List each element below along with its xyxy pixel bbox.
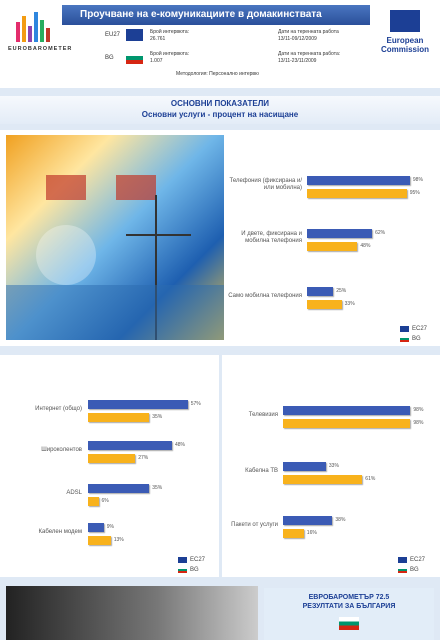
category-label: Интернет (общо) [35, 405, 82, 412]
bar [307, 287, 334, 296]
legend-label: EC27 [190, 557, 206, 563]
legend-icon [400, 326, 409, 332]
legend-label: BG [412, 336, 421, 342]
value-label: 98% [413, 407, 424, 413]
value-label: 98% [413, 420, 424, 426]
value-label: 27% [138, 455, 149, 461]
value-label: 35% [152, 414, 163, 420]
photo [6, 135, 224, 340]
bar [283, 516, 333, 525]
section-title: ОСНОВНИ ПОКАЗАТЕЛИ [170, 99, 270, 108]
value-label: 38% [335, 517, 346, 523]
value-label: 61% [365, 476, 376, 482]
panel-right [222, 355, 440, 577]
section-band [0, 96, 440, 124]
methodology: Методология: Персонално интервю [176, 71, 259, 77]
value-label: 35% [152, 485, 163, 491]
value-label: 25% [336, 288, 347, 294]
legend-label: BG [410, 567, 419, 573]
legend-icon [398, 567, 407, 573]
value-label: 9% [106, 524, 114, 530]
category-label: Телефония (фиксирана и/или мобилна) [229, 178, 303, 191]
bar [88, 497, 99, 506]
value-label: 48% [360, 243, 371, 249]
footer-panel [264, 588, 434, 640]
legend-icon [178, 557, 187, 563]
section-subtitle: Основни услуги - процент на насищане [141, 110, 299, 119]
commission: European Commission [380, 36, 429, 54]
ec-flag [390, 10, 420, 32]
bar [88, 400, 188, 409]
title: Проучване на е-комуникациите в домакинст… [80, 9, 322, 20]
bg-flag [126, 52, 143, 64]
bar [88, 536, 111, 545]
bar [88, 454, 136, 463]
category-label: Широколентов [41, 446, 82, 453]
footer-photo [6, 586, 258, 640]
eu-flag [126, 29, 143, 41]
value-label: 57% [190, 401, 201, 407]
category-label: Само мобилна телефония [228, 292, 302, 299]
bar [283, 529, 304, 538]
interviews-label: Брой интервюта: [150, 29, 190, 35]
category-label: ADSL [66, 489, 82, 496]
legend-label: BG [190, 567, 199, 573]
value-label: 98% [412, 177, 423, 183]
title-bar [62, 5, 370, 25]
category-label: Телевизия [248, 411, 278, 418]
bar [307, 189, 407, 198]
value-label: 95% [409, 190, 420, 196]
bar [283, 475, 363, 484]
interviews-label: Брой интервюта: [150, 51, 190, 57]
photo-art [6, 175, 224, 340]
value-label: 33% [328, 463, 339, 469]
value-label: 13% [113, 537, 124, 543]
bar [88, 484, 150, 493]
interviews: 26.761 [150, 36, 166, 42]
category-label: Пакети от услуги [231, 521, 278, 528]
logo-text: EUROBAROMETER [8, 46, 73, 52]
legend-icon [398, 557, 407, 563]
value-label: 33% [344, 301, 355, 307]
bar [307, 300, 342, 309]
bar [283, 419, 411, 428]
bar [307, 229, 373, 238]
row-label: EU27 [105, 32, 121, 38]
row-label: BG [105, 55, 114, 61]
dates-label: Дати на теренната работа [278, 29, 339, 35]
interviews: 1.007 [150, 58, 163, 64]
bar [283, 406, 411, 415]
category-label: Кабелна ТВ [245, 467, 278, 474]
value-label: 16% [306, 530, 317, 536]
dates: 13/11-09/12/2009 [278, 36, 317, 42]
bar [88, 413, 150, 422]
header: EUROBAROMETER Проучване на е-комуникации… [0, 0, 440, 88]
bar [88, 441, 172, 450]
category-label: И двете, фиксирана и мобилна телефония [241, 231, 302, 244]
legend-icon [400, 336, 409, 342]
dates: 13/11-23/11/2009 [278, 58, 317, 64]
category-label: Кабелен модем [38, 528, 82, 535]
logo-bars [16, 12, 50, 42]
value-label: 62% [375, 230, 386, 236]
footer-line2: РЕЗУЛТАТИ ЗА БЪЛГАРИЯ [302, 603, 396, 610]
bar [307, 242, 358, 251]
bar [88, 523, 104, 532]
bar [307, 176, 410, 185]
legend-label: EC27 [410, 557, 426, 563]
legend-label: EC27 [412, 326, 428, 332]
bar [283, 462, 326, 471]
legend-icon [178, 567, 187, 573]
dates-label: Дати на теренната работа: [278, 51, 341, 57]
value-label: 6% [101, 498, 109, 504]
footer-line1: ЕВРОБАРОМЕТЪР 72.5 [308, 594, 390, 601]
bg-flag [339, 617, 359, 630]
value-label: 48% [175, 442, 186, 448]
